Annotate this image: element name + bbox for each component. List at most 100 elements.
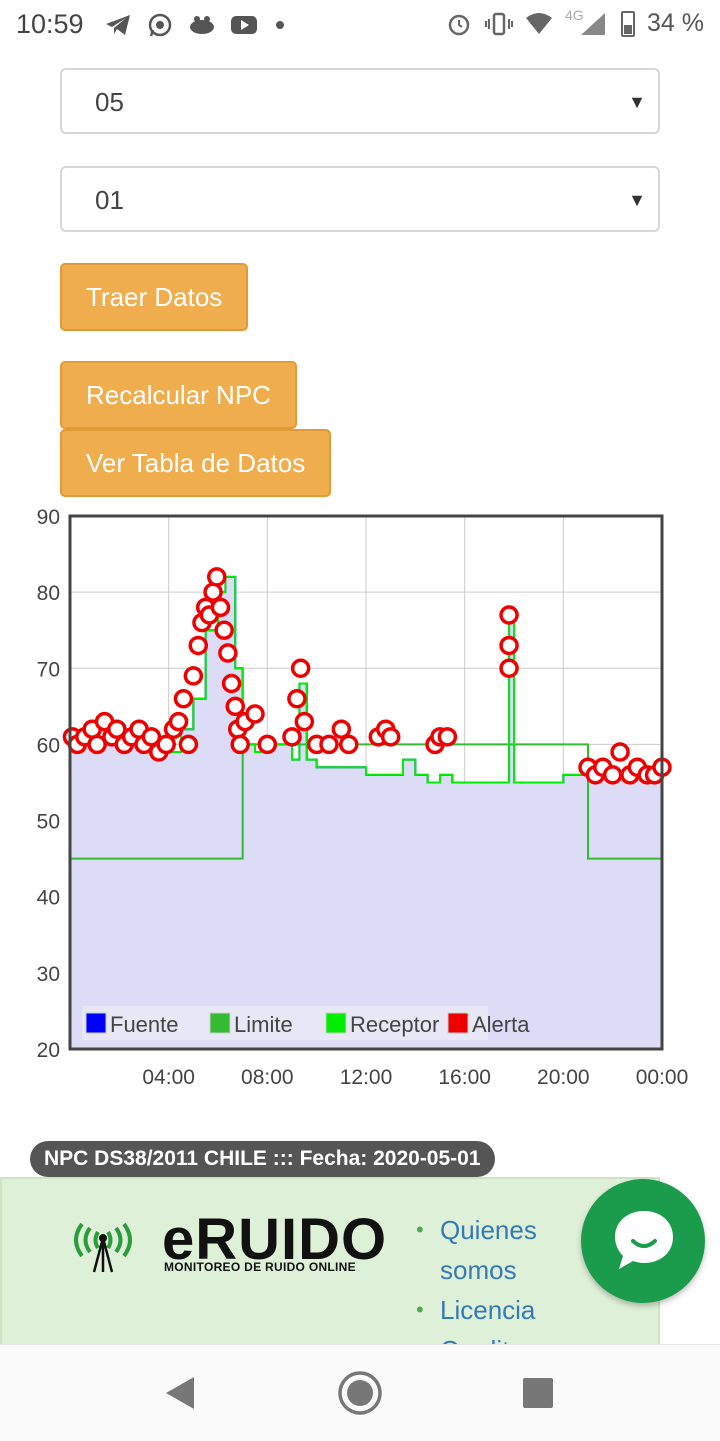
chat-bubble-icon (615, 1211, 673, 1269)
month-select[interactable]: 05 ▼ (60, 68, 660, 134)
plot-frame (68, 514, 664, 1051)
footer-link-label-cont[interactable]: somos (440, 1255, 517, 1285)
alert-point (282, 727, 302, 747)
legend-label: Alerta (472, 1012, 530, 1037)
bullet-icon: • (416, 1217, 424, 1242)
chart-axes: 20 30 40 50 60 70 80 90 04:00 08:00 12:00 16:00 20:0… (37, 506, 689, 1089)
alert-point (331, 719, 352, 739)
alert-point (257, 734, 278, 755)
view-data-table-button[interactable]: Ver Tabla de Datos (60, 429, 332, 497)
x-tick-label: 20:00 (537, 1066, 590, 1089)
alert-point (188, 635, 209, 656)
footer-link-quienes-somos[interactable]: • Quienes (416, 1210, 537, 1250)
x-tick-label: 16:00 (438, 1066, 491, 1089)
navigation-bar (0, 1344, 720, 1441)
footer-link-label[interactable]: Licencia (440, 1295, 536, 1325)
alert-point (294, 711, 315, 732)
y-tick-label: 20 (37, 1039, 60, 1062)
more-dot-icon (276, 21, 284, 29)
signal-4g-icon: 4G (565, 7, 609, 37)
alert-point (499, 658, 519, 679)
alert-point (230, 734, 250, 755)
alert-point (338, 734, 359, 755)
alert-point (203, 582, 223, 602)
alert-point (87, 734, 107, 755)
x-tick-label: 04:00 (142, 1066, 195, 1089)
alert-point (218, 643, 238, 663)
alert-point (141, 727, 162, 747)
alert-point (610, 742, 630, 762)
day-select[interactable]: 01 ▼ (60, 166, 660, 232)
chat-button[interactable] (581, 1179, 705, 1303)
day-select-value: 01 (95, 185, 124, 215)
logo-subtitle: MONITOREO DE RUIDO ONLINE (164, 1260, 356, 1274)
alert-point (319, 734, 339, 755)
noise-chart: 20 30 40 50 60 70 80 90 04:00 08:00 12:00 16:00 20:0… (37, 506, 689, 1089)
dropdown-arrow-icon: ▼ (628, 92, 646, 112)
logo-wordmark: eRUIDO (162, 1207, 388, 1272)
system-icons: 4G 34 % (445, 7, 704, 38)
alert-point (168, 711, 189, 732)
alert-point (499, 605, 519, 625)
alert-point (221, 673, 242, 694)
legend-label: Fuente (110, 1012, 179, 1037)
telegram-icon (106, 15, 130, 35)
whatsapp-icon (148, 13, 172, 37)
footer-links: • Quienes somos • Licencia Creditos (416, 1210, 537, 1348)
alert-point (245, 704, 265, 724)
alert-point (107, 719, 127, 739)
alert-point (207, 567, 227, 587)
chart-legend: Fuente Limite Receptor Alerta (82, 1006, 530, 1040)
youtube-icon (231, 16, 257, 34)
y-tick-label: 30 (37, 963, 60, 986)
vibrate-icon (485, 12, 514, 35)
alert-point (602, 765, 623, 785)
antenna-logo-icon (74, 1222, 132, 1273)
alert-point (287, 688, 307, 709)
y-tick-label: 60 (37, 734, 60, 757)
footer-link-licencia[interactable]: • Licencia (416, 1290, 537, 1330)
footer-link-label[interactable]: Quienes (440, 1215, 537, 1245)
x-tick-label: 08:00 (241, 1066, 294, 1089)
alert-point (156, 734, 176, 755)
y-tick-label: 70 (37, 658, 60, 681)
alarm-icon (448, 14, 470, 35)
home-icon[interactable] (336, 1369, 384, 1417)
legend-swatch (325, 1012, 347, 1034)
y-tick-label: 40 (37, 887, 60, 910)
y-tick-label: 80 (37, 582, 60, 605)
network-label: 4G (565, 6, 584, 23)
chart-caption: NPC DS38/2011 CHILE ::: Fecha: 2020-05-0… (30, 1141, 495, 1177)
legend-background (82, 1006, 488, 1040)
limite-line (70, 743, 662, 860)
x-tick-label: 00:00 (636, 1066, 689, 1089)
battery-icon (621, 10, 636, 37)
back-icon[interactable] (162, 1373, 198, 1413)
legend-swatch (209, 1012, 231, 1034)
recalculate-npc-button[interactable]: Recalcular NPC (60, 361, 297, 429)
legend-swatch (85, 1012, 107, 1034)
legend-swatch (447, 1012, 469, 1034)
eruido-logo[interactable]: eRUIDO MONITOREO DE RUIDO ONLINE (68, 1207, 408, 1280)
alert-point (183, 666, 204, 686)
notification-icon (190, 16, 214, 34)
alert-point (290, 658, 311, 679)
alert-point (499, 635, 519, 656)
chart-alert-points (62, 567, 672, 785)
y-tick-label: 90 (37, 506, 60, 529)
recents-icon[interactable] (521, 1376, 555, 1410)
alert-point (178, 734, 199, 755)
legend-label: Receptor (350, 1012, 439, 1037)
alert-point (214, 620, 234, 640)
alert-point (173, 688, 194, 709)
fetch-data-button[interactable]: Traer Datos (60, 263, 249, 331)
alert-point (437, 727, 458, 747)
y-tick-label: 50 (37, 811, 60, 834)
x-tick-label: 12:00 (340, 1066, 393, 1089)
status-bar: 10:59 4G 34 % (0, 0, 720, 50)
wifi-icon (526, 12, 553, 34)
alert-point (210, 597, 231, 618)
alert-point (380, 727, 401, 747)
status-time: 10:59 (16, 9, 84, 39)
dropdown-arrow-icon: ▼ (628, 190, 646, 210)
